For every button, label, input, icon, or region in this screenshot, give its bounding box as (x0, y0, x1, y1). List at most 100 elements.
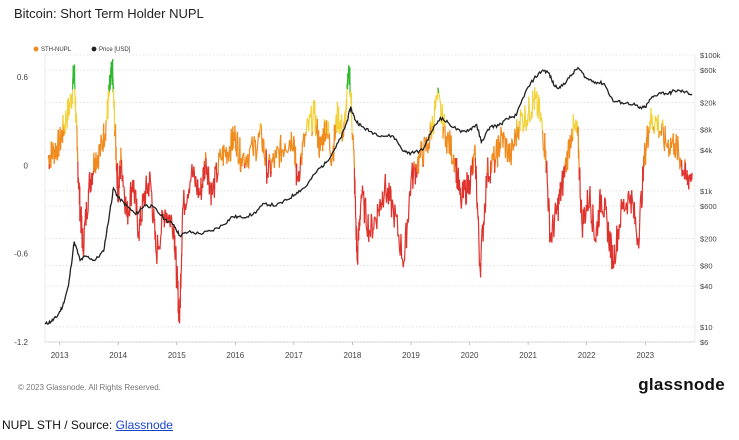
sth-nupl-segment (446, 136, 448, 154)
sth-nupl-segment (329, 149, 331, 155)
x-tick-label: 2015 (168, 351, 186, 360)
sth-nupl-segment (526, 113, 529, 126)
sth-nupl-segment (592, 204, 594, 223)
sth-nupl-segment (450, 135, 453, 165)
axes: 0.6 0 -0.6 -1.2 $100k $60k $20k $8k $4k $1k $600 $2… (14, 51, 720, 360)
sth-nupl-segment (570, 141, 572, 149)
sth-nupl-segment (625, 202, 628, 208)
sth-nupl-segment (405, 229, 408, 249)
x-tick-label: 2022 (578, 351, 596, 360)
sth-nupl-segment (623, 198, 625, 212)
sth-nupl-segment (422, 136, 425, 165)
legend-marker (33, 46, 39, 52)
sth-nupl-segment (486, 172, 488, 188)
sth-nupl-segment (394, 204, 397, 215)
sth-nupl-segment (494, 157, 497, 160)
legend-marker (91, 46, 97, 52)
sth-nupl-segment (155, 250, 157, 254)
sth-nupl-segment (251, 136, 254, 151)
sth-nupl-segment (439, 99, 442, 104)
sth-nupl-segment (674, 148, 677, 158)
sth-nupl-segment (105, 120, 107, 141)
sth-nupl-segment (639, 195, 642, 205)
sth-nupl-segment (170, 214, 173, 222)
sth-nupl-segment (270, 171, 272, 177)
sth-nupl-segment (227, 151, 229, 154)
sth-nupl-segment (255, 156, 258, 162)
sth-nupl-segment (584, 217, 587, 224)
sth-nupl-segment (437, 87, 440, 94)
sth-nupl-segment (305, 131, 307, 136)
sth-nupl-segment (160, 233, 162, 237)
sth-nupl-segment (494, 159, 496, 173)
sth-nupl-segment (631, 198, 634, 204)
sth-nupl-segment (373, 216, 376, 218)
sth-nupl-segment (100, 134, 103, 140)
sth-nupl-segment (496, 139, 498, 155)
sth-nupl-segment (125, 209, 128, 212)
sth-nupl-segment (188, 180, 191, 194)
sth-nupl-segment (576, 120, 579, 128)
sth-nupl-segment (400, 234, 403, 260)
sth-nupl-segment (258, 130, 261, 138)
sth-nupl-segment (626, 193, 629, 215)
sth-nupl-segment (506, 155, 509, 162)
sth-nupl-segment (161, 209, 164, 213)
sth-nupl-segment (583, 207, 586, 211)
price-line (44, 66, 693, 326)
sth-nupl-segment (275, 146, 278, 159)
sth-nupl-segment (671, 141, 674, 143)
sth-nupl-segment (368, 229, 371, 232)
sth-nupl-segment (384, 174, 387, 193)
sth-nupl-segment (422, 164, 425, 167)
sth-nupl-segment (419, 156, 421, 159)
sth-nupl-segment (404, 230, 407, 250)
sth-nupl-segment (460, 195, 463, 209)
sth-nupl-segment (365, 197, 367, 227)
sth-nupl-segment (381, 191, 384, 206)
sth-nupl-segment (573, 123, 576, 128)
sth-nupl-segment (324, 132, 327, 142)
sth-nupl-segment (628, 191, 630, 200)
sth-nupl-segment (447, 131, 450, 138)
sth-nupl-segment (282, 149, 284, 151)
sth-nupl-segment (391, 199, 394, 203)
sth-nupl-segment (409, 180, 412, 197)
source-link[interactable]: Glassnode (115, 418, 173, 432)
sth-nupl-segment (614, 251, 617, 262)
sth-nupl-segment (431, 116, 434, 127)
sth-nupl-segment (553, 211, 556, 224)
sth-nupl-segment (265, 148, 267, 151)
sth-nupl-segment (423, 136, 426, 139)
sth-nupl-segment (389, 186, 392, 190)
sth-nupl-segment (136, 223, 139, 238)
sth-nupl-segment (588, 194, 591, 209)
sth-nupl-segment (335, 131, 338, 133)
sth-nupl-segment (278, 142, 281, 168)
sth-nupl-segment (309, 116, 312, 118)
legend-label: STH-NUPL (41, 47, 72, 53)
y-right-tick-label: $80 (700, 262, 713, 271)
sth-nupl-segment (398, 234, 400, 248)
x-tick-label: 2019 (402, 351, 420, 360)
sth-nupl-segment (480, 252, 482, 278)
sth-nupl-segment (443, 114, 446, 126)
y-right-tick-label: $1k (700, 187, 712, 196)
sth-nupl-segment (301, 142, 303, 165)
sth-nupl-segment (637, 237, 639, 240)
sth-nupl-segment (416, 172, 418, 178)
sth-nupl-segment (211, 183, 214, 195)
sth-nupl-segment (396, 214, 399, 237)
copyright-text: © 2023 Glassnode. All Rights Reserved. (18, 383, 161, 392)
sth-nupl-segment (567, 141, 569, 171)
sth-nupl-segment (511, 138, 513, 142)
sth-nupl-segment (267, 159, 270, 178)
x-tick-label: 2020 (461, 351, 479, 360)
caption-text: NUPL STH / Source: (2, 418, 116, 432)
sth-nupl-segment (596, 224, 599, 236)
sth-nupl-segment (438, 94, 441, 100)
sth-nupl-segment (481, 227, 483, 238)
sth-nupl-segment (488, 176, 491, 179)
sth-nupl-segment (390, 199, 393, 218)
sth-nupl-segment (613, 244, 616, 265)
